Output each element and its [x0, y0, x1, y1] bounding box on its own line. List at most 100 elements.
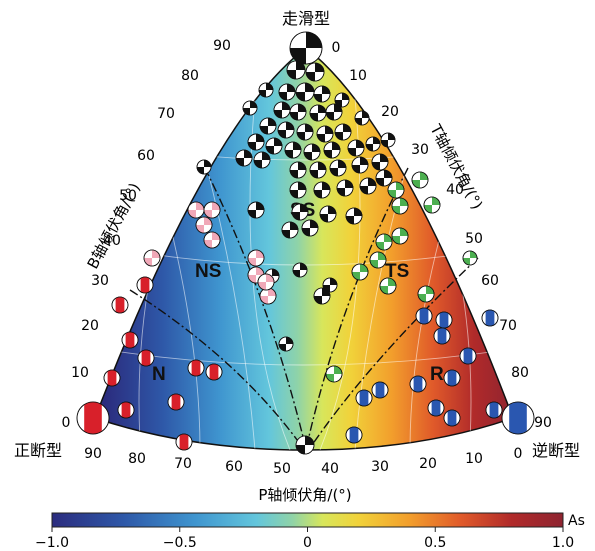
colorbar-tick-label: 0.5 — [424, 535, 446, 551]
beachball — [334, 92, 350, 108]
t-tick-label: 60 — [481, 273, 499, 289]
beachball — [76, 401, 110, 435]
beachball — [313, 287, 331, 305]
corner-label-normal: 正断型 — [14, 441, 62, 460]
t-tick-label: 20 — [381, 104, 399, 120]
beachball — [323, 141, 341, 159]
t-tick-label: 80 — [511, 365, 529, 381]
beachball — [273, 101, 291, 119]
b-axis-ticks: 0 10 20 30 40 50 60 70 80 90 — [62, 38, 231, 431]
ns-ss-boundary — [204, 167, 306, 446]
beachball — [313, 85, 331, 103]
beachball — [196, 159, 212, 175]
beachball — [289, 103, 307, 121]
beachball — [289, 161, 307, 179]
p-tick-label: 80 — [128, 451, 146, 467]
b-tick-label: 30 — [91, 273, 109, 289]
beachball — [355, 389, 373, 407]
corner-label-reverse: 逆断型 — [532, 441, 580, 460]
beachball — [253, 151, 271, 169]
beachball — [278, 336, 294, 352]
t-tick-label: 10 — [349, 68, 367, 84]
ts-r-boundary — [309, 257, 479, 449]
beachball — [289, 181, 307, 199]
beachball — [334, 123, 352, 141]
beachball — [427, 399, 445, 417]
beachball — [258, 82, 274, 98]
b-tick-label: 60 — [137, 148, 155, 164]
beachball — [462, 250, 478, 266]
boundary-lines — [129, 167, 479, 449]
beachball — [265, 137, 283, 155]
region-label-n: N — [152, 364, 166, 385]
beachball — [281, 221, 299, 239]
beachball — [111, 296, 129, 314]
beachball — [175, 433, 193, 451]
colorbar — [51, 512, 564, 528]
region-label-ns: NS — [195, 261, 221, 282]
beachball — [309, 104, 327, 122]
b-tick-label: 0 — [62, 415, 71, 431]
beachball — [296, 123, 314, 141]
beachball — [143, 249, 161, 267]
p-tick-label: 90 — [84, 446, 102, 462]
colorbar-tick-label: 0 — [303, 535, 312, 551]
b-tick-label: 70 — [157, 106, 175, 122]
b-tick-label: 20 — [81, 318, 99, 334]
region-label-r: R — [430, 364, 444, 385]
beachball — [423, 196, 441, 214]
ss-ts-boundary — [306, 167, 409, 446]
beachball — [345, 426, 363, 444]
beachball — [247, 133, 265, 151]
corner-label-strike-slip: 走滑型 — [282, 9, 330, 28]
beachball — [365, 136, 381, 152]
beachball — [409, 375, 427, 393]
beachball — [459, 347, 477, 365]
beachball — [316, 125, 334, 143]
colorbar-tick-label: 1.0 — [552, 535, 574, 551]
beachball — [205, 363, 223, 381]
colorbar-tick-label: −1.0 — [35, 535, 69, 551]
beachball — [247, 249, 265, 267]
beachball — [351, 263, 369, 281]
beachball — [319, 205, 337, 223]
p-axis-title: P轴倾伏角/(°) — [258, 486, 351, 504]
beachball — [242, 100, 258, 116]
beachball — [292, 262, 308, 278]
beachball — [167, 393, 185, 411]
beachball — [375, 169, 393, 187]
p-tick-label: 20 — [419, 456, 437, 472]
beachball — [347, 139, 365, 157]
beachball — [433, 327, 451, 345]
beachball — [136, 276, 154, 294]
t-axis-ticks: 0 10 20 30 40 50 60 70 80 90 — [332, 40, 552, 431]
p-tick-label: 70 — [174, 456, 192, 472]
p-tick-label: 40 — [321, 461, 339, 477]
beachball — [391, 227, 409, 245]
beachball — [121, 331, 139, 349]
beachball — [278, 83, 296, 101]
b-tick-label: 80 — [181, 68, 199, 84]
beachball — [295, 435, 315, 455]
n-ns-boundary — [129, 289, 304, 449]
beachball — [259, 287, 277, 305]
beachball — [443, 409, 461, 427]
beachball — [375, 233, 393, 251]
p-tick-label: 0 — [514, 446, 523, 462]
t-tick-label: 40 — [446, 182, 464, 198]
t-tick-label: 30 — [411, 142, 429, 158]
colorbar-ticks: −1.0 −0.5 0 0.5 1.0 — [35, 527, 574, 551]
b-tick-label: 50 — [119, 188, 137, 204]
beachball — [371, 381, 389, 399]
beachball — [305, 62, 325, 82]
colorbar-label: As — [568, 513, 585, 529]
beachball — [195, 216, 213, 234]
beachball — [387, 181, 405, 199]
beachball — [417, 285, 435, 303]
beachball — [247, 201, 265, 219]
p-tick-label: 60 — [225, 459, 243, 475]
beachball — [481, 309, 499, 327]
beachball — [286, 60, 306, 80]
beachball — [313, 181, 331, 199]
